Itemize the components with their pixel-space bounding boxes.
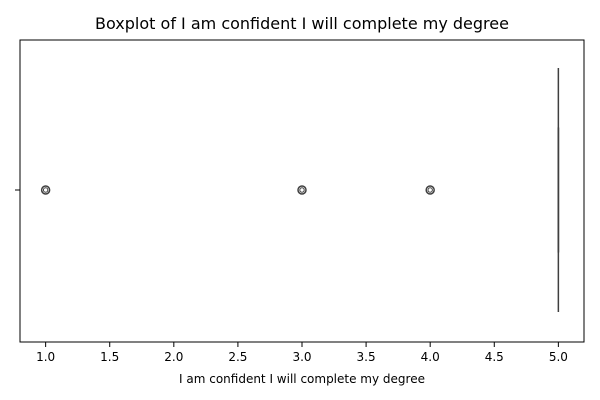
plot-frame	[19, 39, 585, 343]
x-axis: 1.0 1.5 2.0 2.5 3.0 3.5 4.0 4.5 5.0	[36, 342, 568, 364]
x-tick-label: 4.0	[421, 350, 440, 364]
outlier-point-inner	[427, 187, 433, 193]
x-tick-label: 1.5	[100, 350, 119, 364]
x-tick-label: 1.0	[36, 350, 55, 364]
outlier-point	[40, 185, 51, 195]
plot-area: 1.0 1.5 2.0 2.5 3.0 3.5 4.0 4.5 5.0	[15, 39, 585, 364]
x-tick-label: 3.5	[357, 350, 376, 364]
x-tick-label: 3.0	[292, 350, 311, 364]
x-tick-label: 4.5	[485, 350, 504, 364]
outlier-point-inner	[299, 187, 305, 193]
outlier-point	[425, 185, 435, 195]
x-axis-label: I am confident I will complete my degree	[179, 372, 425, 386]
outlier-point-inner	[42, 187, 49, 193]
outlier-point	[297, 185, 307, 195]
chart-title: Boxplot of I am confident I will complet…	[95, 14, 509, 33]
x-tick-label: 5.0	[549, 350, 568, 364]
x-tick-label: 2.5	[228, 350, 247, 364]
outlier-group	[40, 185, 435, 195]
x-tick-label: 2.0	[164, 350, 183, 364]
